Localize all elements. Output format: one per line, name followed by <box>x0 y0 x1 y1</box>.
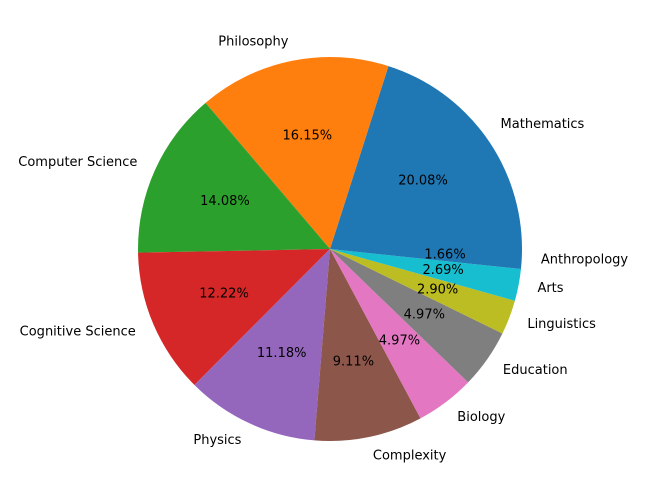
pie-slice-cognitive-science <box>138 249 330 385</box>
percentage-label-complexity: 9.11% <box>333 354 374 369</box>
category-label-philosophy: Philosophy <box>218 34 288 49</box>
pie-slice-anthropology <box>330 249 522 269</box>
pie-slice-mathematics <box>330 66 522 249</box>
category-label-biology: Biology <box>457 410 505 425</box>
pie-slice-computer-science <box>138 102 330 253</box>
pie-slices <box>138 57 522 441</box>
pie-slice-philosophy <box>205 57 389 249</box>
percentage-label-linguistics: 2.90% <box>417 283 458 298</box>
category-label-anthropology: Anthropology <box>541 253 629 268</box>
category-label-physics: Physics <box>193 433 241 448</box>
percentage-labels: 20.08% 16.15% 14.08% 12.22% 11.18% 9.11% 4.97%… <box>199 129 465 370</box>
percentage-label-mathematics: 20.08% <box>398 174 448 189</box>
category-label-education: Education <box>503 363 568 378</box>
percentage-label-computer-science: 14.08% <box>200 194 250 209</box>
percentage-label-philosophy: 16.15% <box>283 129 333 144</box>
percentage-label-education: 4.97% <box>404 308 445 323</box>
pie-slice-education <box>330 249 503 383</box>
category-label-cognitive-science: Cognitive Science <box>20 324 136 339</box>
category-label-arts: Arts <box>537 281 563 296</box>
percentage-label-biology: 4.97% <box>379 333 420 348</box>
category-label-computer-science: Computer Science <box>18 155 137 170</box>
percentage-label-arts: 2.69% <box>422 263 463 278</box>
percentage-label-physics: 11.18% <box>257 346 307 361</box>
pie-slice-physics <box>194 249 330 441</box>
pie-slice-biology <box>330 249 469 419</box>
percentage-label-cognitive-science: 12.22% <box>199 287 249 302</box>
pie-slice-linguistics <box>330 249 515 334</box>
pie-slice-arts <box>330 249 521 301</box>
category-label-complexity: Complexity <box>373 448 447 463</box>
category-label-mathematics: Mathematics <box>501 117 585 132</box>
pie-slice-complexity <box>314 249 421 441</box>
category-labels: Mathematics Philosophy Computer Science Cog… <box>18 34 628 463</box>
category-label-linguistics: Linguistics <box>527 317 596 332</box>
percentage-label-anthropology: 1.66% <box>424 248 465 263</box>
